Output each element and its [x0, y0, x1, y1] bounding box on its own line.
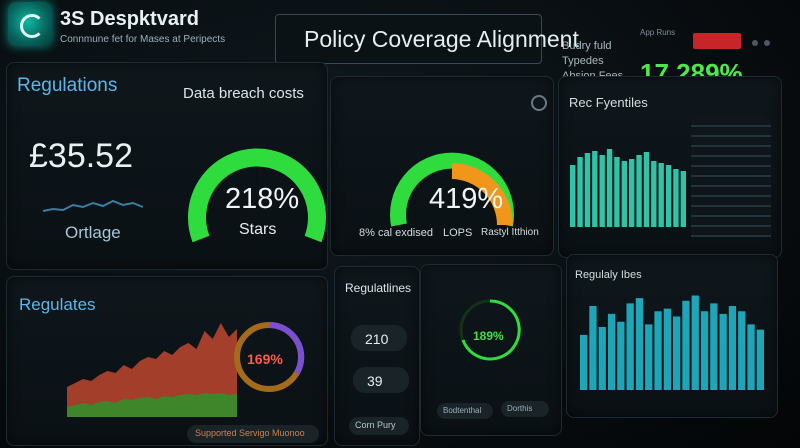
regulations-value: £35.52 — [29, 137, 133, 175]
app-logo-icon — [8, 2, 52, 46]
regulatlines-item-2-value: 39 — [367, 373, 383, 389]
regulatlines-title: Regulatlines — [345, 281, 412, 295]
regulates-ring-value: 169% — [247, 351, 283, 367]
ring-button-1-text: Bodtenthal — [443, 406, 482, 415]
bar-6 — [606, 149, 613, 227]
regulations-sparkline — [42, 199, 144, 212]
coverage-label-right: Rastyl Itthion — [481, 227, 539, 238]
ring-button-1[interactable]: Bodtenthal — [437, 403, 493, 419]
bar-1 — [570, 165, 576, 227]
page-title: Policy Coverage Alignment — [304, 26, 579, 52]
progress-ring — [459, 299, 521, 361]
bar-15 — [710, 303, 718, 390]
alert-button[interactable] — [693, 33, 741, 49]
status-label-1: Budry fuld — [562, 40, 612, 52]
status-label-2: Typedes — [562, 55, 604, 67]
bar-7 — [635, 298, 644, 390]
coverage-label-left: 8% cal exdised — [359, 227, 433, 239]
ring-button-2[interactable]: Dorthis — [501, 401, 549, 417]
title-box: Policy Coverage Alignment — [275, 14, 579, 64]
app-subtitle: Connmune fet for Mases at Peripects — [60, 34, 226, 45]
regulatlines-panel: Regulatlines 210 39 Corn Pury — [334, 266, 420, 446]
bar-17 — [728, 306, 737, 390]
coverage-gauge-value: 419% — [429, 183, 504, 215]
bar-16 — [680, 171, 686, 227]
breach-gauge-value: 218% — [225, 183, 300, 215]
bar-8 — [645, 324, 653, 390]
regulates-title: Regulates — [19, 295, 96, 314]
bar-3 — [584, 153, 591, 227]
regulates-panel: Regulates 169% Supported Servigo Muonoo — [6, 276, 328, 446]
bar-4 — [607, 313, 616, 390]
bar-12 — [651, 161, 657, 227]
bar-20 — [756, 329, 764, 390]
regulations-title: Regulations — [17, 75, 118, 96]
bar-8 — [621, 161, 627, 227]
bar-3 — [598, 327, 606, 390]
bar-2 — [589, 306, 597, 390]
breach-title: Data breach costs — [183, 85, 304, 102]
bar-5 — [599, 155, 605, 227]
regularity-chart — [580, 295, 764, 390]
bar-4 — [592, 151, 598, 227]
coverage-gauge — [390, 152, 514, 227]
area-series-1 — [67, 323, 237, 417]
bar-18 — [738, 311, 746, 390]
bar-11 — [673, 316, 681, 390]
bar-9 — [629, 159, 635, 227]
frequencies-panel: Rec Fyentiles — [558, 76, 782, 258]
coverage-gauge-panel: 419% 8% cal exdised LOPS Rastyl Itthion — [330, 76, 554, 256]
ring-button-2-text: Dorthis — [507, 404, 533, 413]
coverage-label-mid: LOPS — [443, 227, 473, 239]
bar-12 — [682, 300, 690, 390]
breach-gauge-label: Stars — [239, 221, 277, 238]
regulations-label: Ortlage — [65, 223, 121, 242]
bar-5 — [617, 321, 625, 390]
bar-2 — [577, 157, 583, 227]
window-dot-1[interactable] — [752, 40, 758, 46]
regulatlines-button[interactable]: Corn Pury — [349, 417, 409, 435]
ring-panel: 189% Bodtenthal Dorthis — [420, 264, 562, 436]
bar-11 — [643, 152, 650, 227]
regulates-ring — [234, 321, 305, 392]
frequencies-chart — [570, 149, 686, 227]
frequencies-title: Rec Fyentiles — [569, 95, 648, 110]
regulates-chart — [67, 323, 237, 417]
bar-16 — [719, 313, 727, 390]
bar-14 — [700, 311, 709, 390]
window-dot-2[interactable] — [764, 40, 770, 46]
bar-9 — [654, 311, 662, 390]
top-right-hint: App Runs — [640, 28, 676, 37]
regulatlines-item-1[interactable]: 210 — [351, 325, 407, 351]
bar-10 — [663, 308, 671, 390]
regulatlines-button-text: Corn Pury — [355, 420, 396, 430]
regularity-title: Regulaly Ibes — [575, 269, 642, 281]
regulatlines-item-1-value: 210 — [365, 331, 389, 347]
breach-gauge — [188, 148, 326, 243]
panel-settings-icon[interactable] — [531, 95, 547, 111]
bar-14 — [665, 165, 672, 227]
progress-ring-value: 189% — [473, 329, 504, 343]
regulations-panel: Regulations £35.52 Ortlage Data breach c… — [6, 62, 328, 270]
bar-10 — [636, 155, 642, 227]
bar-7 — [614, 157, 620, 227]
app-name: 3S Despktvard — [60, 8, 199, 30]
bar-13 — [691, 295, 699, 390]
regulates-bottom-text: Supported Servigo Muonoo — [195, 428, 305, 438]
bar-13 — [658, 163, 664, 227]
regularity-panel: Regulaly Ibes — [566, 254, 778, 418]
bar-15 — [673, 169, 679, 227]
area-series-2 — [67, 393, 237, 417]
regulatlines-item-2[interactable]: 39 — [353, 367, 409, 393]
bar-6 — [626, 303, 634, 390]
frequencies-table — [691, 117, 771, 237]
bar-1 — [580, 334, 588, 390]
bar-19 — [747, 324, 755, 390]
regulates-bottom-label[interactable]: Supported Servigo Muonoo — [187, 425, 319, 443]
